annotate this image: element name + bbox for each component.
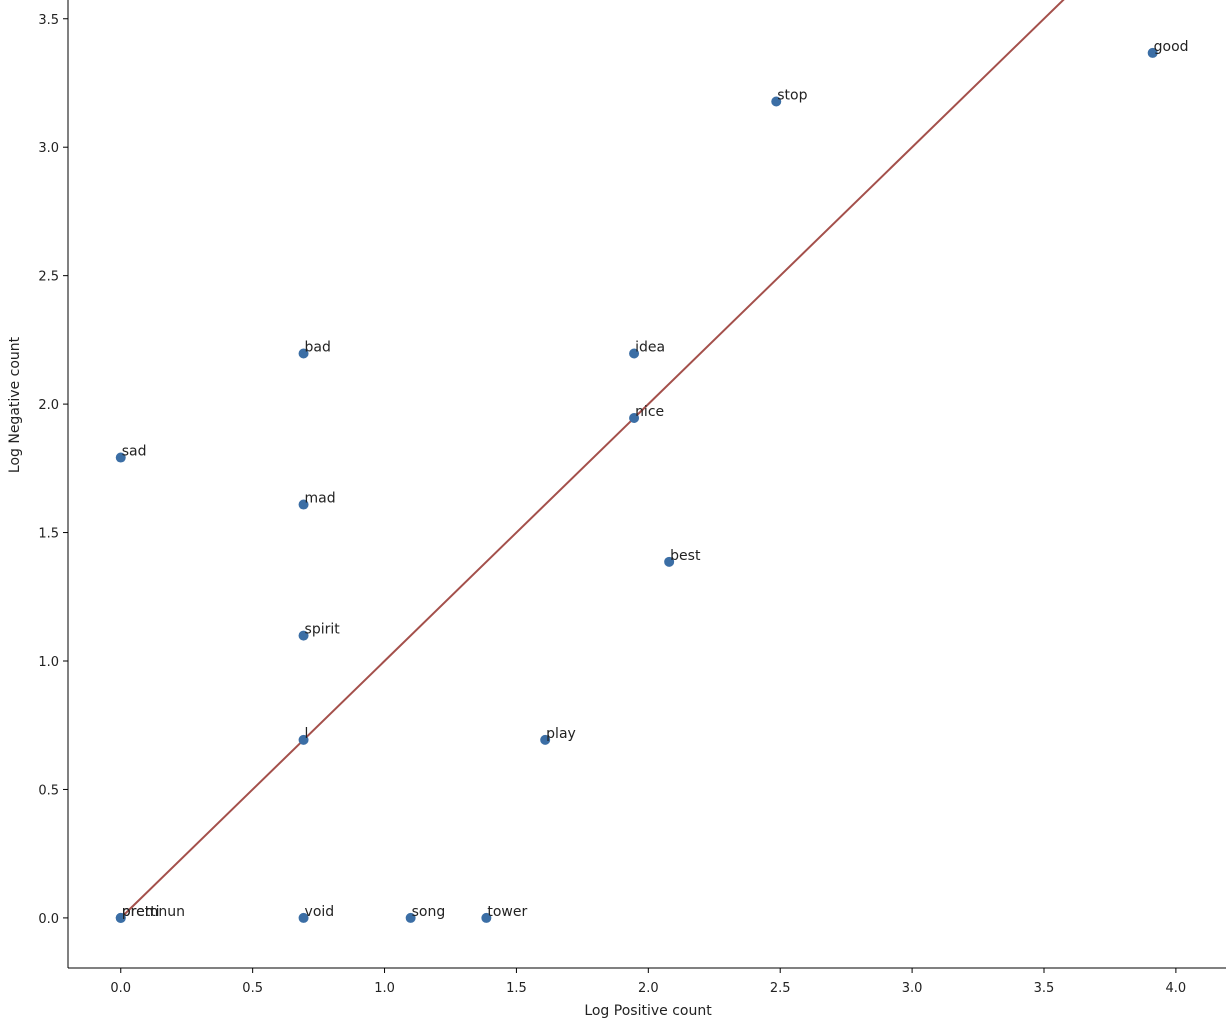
point <box>540 734 551 745</box>
plot-area: good stop bad idea nice sad mad best spirit l play… <box>115 0 1189 923</box>
point <box>115 912 126 923</box>
x-tick-label: 1.0 <box>374 981 395 996</box>
point-label: nice <box>635 404 664 420</box>
point <box>629 348 640 359</box>
point-label: best <box>670 548 701 564</box>
y-tick-label: 3.0 <box>38 141 59 156</box>
point <box>1147 47 1158 58</box>
trend-line <box>120 0 1065 919</box>
point <box>298 499 309 510</box>
y-tick-label: 1.5 <box>38 527 59 542</box>
point <box>771 96 782 107</box>
x-tick-label: 0.0 <box>110 981 131 996</box>
y-axis-label: Log Negative count <box>7 336 23 473</box>
point-label: bad <box>305 339 331 355</box>
point <box>298 912 309 923</box>
point <box>629 412 640 423</box>
y-tick-label: 3.5 <box>38 13 59 28</box>
point-label: void <box>305 904 335 920</box>
point-label: good <box>1154 39 1189 55</box>
x-tick-label: 4.0 <box>1166 981 1187 996</box>
point-label: sad <box>122 444 147 460</box>
y-tick-label: 1.0 <box>38 655 59 670</box>
y-tick-label: 2.5 <box>38 270 59 285</box>
point <box>405 912 416 923</box>
point-label: play <box>546 726 576 742</box>
x-tick-label: 3.5 <box>1034 981 1055 996</box>
point-label: spirit <box>305 622 341 638</box>
point <box>298 348 309 359</box>
x-axis-label: Log Positive count <box>584 1003 712 1019</box>
x-tick-label: 2.5 <box>770 981 791 996</box>
y-tick-label: 0.5 <box>38 783 59 798</box>
point-label: song <box>412 904 446 920</box>
y-tick-label: 2.0 <box>38 398 59 413</box>
point <box>664 556 675 567</box>
point-label: stop <box>777 87 807 103</box>
x-tick-label: 0.5 <box>242 981 263 996</box>
point-label: idea <box>635 339 665 355</box>
point <box>481 912 492 923</box>
point-label: tower <box>487 904 527 920</box>
point-label: mad <box>305 491 336 507</box>
x-tick-label: 1.5 <box>506 981 527 996</box>
point-label: pretti <box>122 904 160 920</box>
point-label: premnun <box>122 904 185 920</box>
y-tick-label: 0.0 <box>38 912 59 927</box>
x-tick-label: 2.0 <box>638 981 659 996</box>
point <box>298 630 309 641</box>
x-tick-label: 3.0 <box>902 981 923 996</box>
point <box>115 452 126 463</box>
point <box>298 734 309 745</box>
point-label: l <box>305 726 309 742</box>
